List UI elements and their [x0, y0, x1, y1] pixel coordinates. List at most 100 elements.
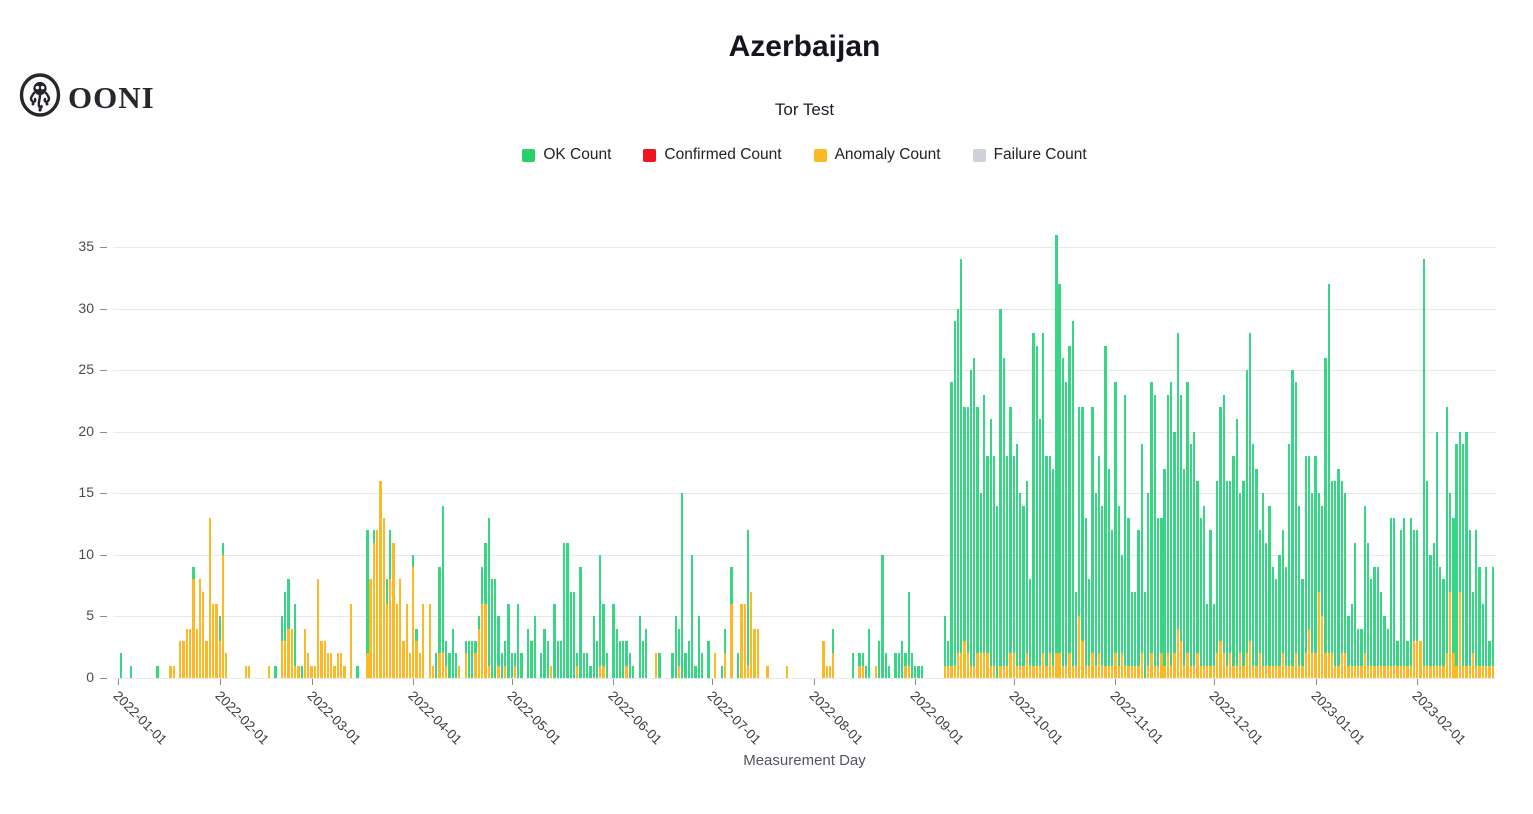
bar-anomaly[interactable] — [395, 604, 399, 678]
bar-anomaly[interactable] — [1481, 665, 1485, 678]
bar-anomaly[interactable] — [372, 542, 376, 678]
bar-ok[interactable] — [1084, 517, 1088, 666]
bar-ok[interactable] — [963, 407, 966, 642]
bar-ok[interactable] — [1245, 370, 1248, 654]
bar-anomaly[interactable] — [320, 641, 323, 678]
bar-ok[interactable] — [451, 628, 454, 678]
legend-item-confirmed[interactable]: Confirmed Count — [643, 146, 782, 164]
bar-anomaly[interactable] — [189, 628, 192, 678]
bar-anomaly[interactable] — [858, 665, 861, 678]
bar-ok[interactable] — [950, 382, 953, 666]
bar-ok[interactable] — [631, 665, 635, 678]
bar-anomaly[interactable] — [1065, 665, 1068, 678]
bar-anomaly[interactable] — [218, 641, 221, 678]
bar-ok[interactable] — [1425, 480, 1429, 666]
bar-anomaly[interactable] — [438, 653, 441, 678]
bar-ok[interactable] — [677, 628, 681, 666]
bar-anomaly[interactable] — [294, 665, 297, 678]
bar-anomaly[interactable] — [1465, 665, 1468, 678]
bar-anomaly[interactable] — [225, 653, 228, 678]
bar-anomaly[interactable] — [1491, 665, 1494, 678]
bar-anomaly[interactable] — [1183, 665, 1186, 678]
bar-ok[interactable] — [1163, 468, 1166, 666]
bar-ok[interactable] — [1176, 333, 1179, 629]
bar-anomaly[interactable] — [904, 665, 907, 678]
bar-ok[interactable] — [572, 591, 576, 678]
bar-ok[interactable] — [1140, 444, 1143, 654]
bar-anomaly[interactable] — [1019, 665, 1022, 678]
bar-ok[interactable] — [612, 604, 615, 678]
bar-anomaly[interactable] — [402, 641, 405, 678]
bar-anomaly[interactable] — [828, 665, 832, 678]
bar-anomaly[interactable] — [1150, 653, 1153, 678]
bar-anomaly[interactable] — [1406, 665, 1409, 678]
bar-anomaly[interactable] — [599, 665, 602, 678]
bar-ok[interactable] — [1183, 468, 1186, 666]
bar-anomaly[interactable] — [339, 653, 343, 678]
bar-ok[interactable] — [1097, 456, 1101, 654]
bar-anomaly[interactable] — [1458, 591, 1462, 678]
bar-ok[interactable] — [914, 665, 917, 678]
bar-ok[interactable] — [1334, 480, 1337, 666]
bar-ok[interactable] — [917, 665, 920, 678]
bar-ok[interactable] — [1012, 456, 1015, 654]
bar-ok[interactable] — [966, 407, 969, 654]
bar-anomaly[interactable] — [1252, 665, 1255, 678]
bar-ok[interactable] — [1271, 567, 1275, 666]
bar-ok[interactable] — [1002, 357, 1006, 666]
bar-anomaly[interactable] — [1114, 653, 1117, 678]
bar-ok[interactable] — [904, 653, 907, 666]
bar-ok[interactable] — [1324, 357, 1327, 654]
bar-ok[interactable] — [1462, 444, 1465, 666]
bar-ok[interactable] — [1340, 480, 1343, 654]
bar-ok[interactable] — [992, 456, 996, 666]
bar-ok[interactable] — [1284, 567, 1288, 666]
bar-anomaly[interactable] — [1284, 665, 1288, 678]
bar-anomaly[interactable] — [1485, 665, 1488, 678]
bar-anomaly[interactable] — [179, 641, 182, 678]
bar-anomaly[interactable] — [1258, 653, 1261, 678]
bar-anomaly[interactable] — [1022, 665, 1025, 678]
bar-anomaly[interactable] — [1107, 665, 1110, 678]
bar-ok[interactable] — [976, 407, 979, 654]
bar-anomaly[interactable] — [1311, 653, 1314, 678]
bar-anomaly[interactable] — [195, 628, 198, 678]
bar-anomaly[interactable] — [1275, 665, 1278, 678]
bar-ok[interactable] — [1406, 641, 1409, 666]
bar-anomaly[interactable] — [1334, 665, 1337, 678]
bar-anomaly[interactable] — [1337, 665, 1340, 678]
bar-ok[interactable] — [1458, 431, 1462, 592]
bar-anomaly[interactable] — [1347, 665, 1350, 678]
bar-anomaly[interactable] — [654, 653, 658, 678]
bar-ok[interactable] — [1363, 505, 1366, 654]
bar-anomaly[interactable] — [1101, 665, 1104, 678]
bar-anomaly[interactable] — [1373, 665, 1376, 678]
bar-ok[interactable] — [471, 641, 474, 678]
bar-anomaly[interactable] — [205, 641, 208, 678]
bar-anomaly[interactable] — [1002, 665, 1006, 678]
bar-ok[interactable] — [412, 554, 415, 568]
bar-anomaly[interactable] — [1271, 665, 1275, 678]
bar-anomaly[interactable] — [1432, 665, 1435, 678]
bar-anomaly[interactable] — [297, 665, 300, 678]
bar-ok[interactable] — [1393, 517, 1396, 666]
bar-ok[interactable] — [1288, 444, 1291, 666]
bar-ok[interactable] — [1035, 345, 1038, 666]
bar-ok[interactable] — [618, 641, 622, 678]
bar-ok[interactable] — [1094, 493, 1097, 666]
bar-ok[interactable] — [1429, 554, 1432, 666]
bar-ok[interactable] — [1314, 456, 1317, 654]
bar-ok[interactable] — [1373, 567, 1376, 666]
bar-ok[interactable] — [1137, 530, 1140, 666]
bar-anomaly[interactable] — [1215, 653, 1219, 678]
bar-ok[interactable] — [1311, 493, 1314, 654]
bar-ok[interactable] — [697, 616, 700, 678]
bar-ok[interactable] — [1445, 407, 1448, 654]
bar-anomaly[interactable] — [336, 653, 339, 678]
bar-ok[interactable] — [1160, 517, 1163, 654]
bar-ok[interactable] — [477, 616, 481, 629]
bar-ok[interactable] — [1389, 517, 1393, 666]
bar-ok[interactable] — [868, 628, 871, 678]
bar-ok[interactable] — [897, 653, 901, 678]
bar-ok[interactable] — [592, 616, 595, 678]
